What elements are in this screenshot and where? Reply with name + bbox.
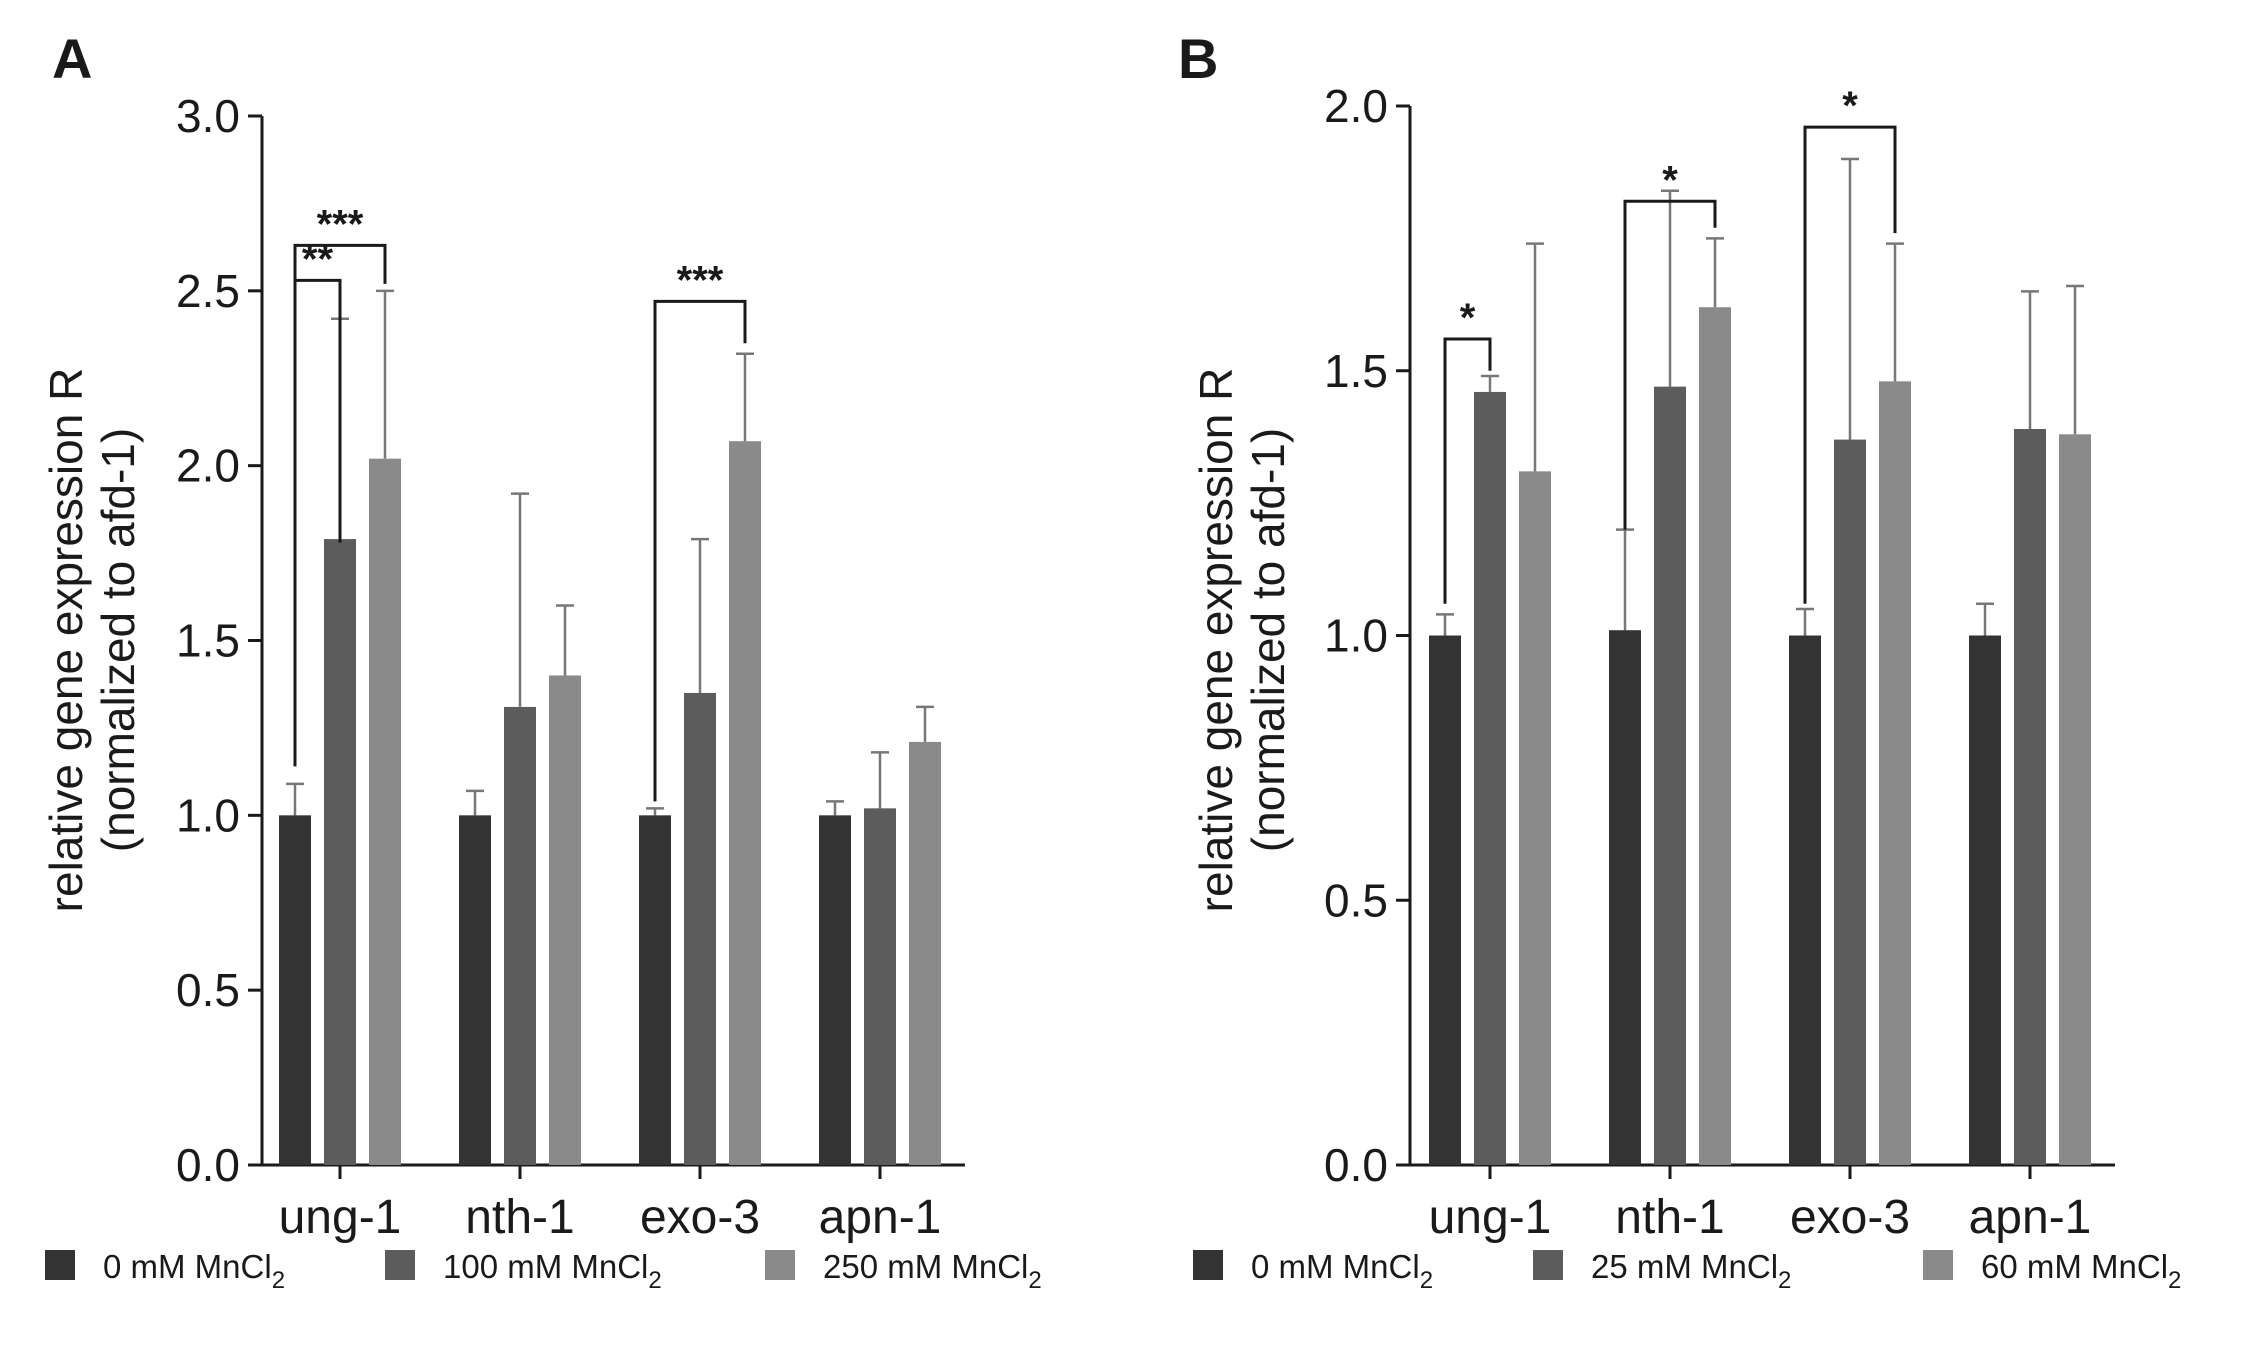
bar [1429,635,1461,1165]
bar [504,706,536,1165]
x-tick-label: nth-1 [1615,1191,1724,1244]
significance-stars: *** [317,202,364,246]
y-tick-label: 0.0 [176,1139,240,1191]
x-tick-label: exo-3 [1790,1191,1910,1244]
legend-label: 0 mM MnCl2 [1251,1248,1433,1294]
significance-stars: * [1842,84,1858,128]
legend-swatch [385,1250,415,1280]
legend-label-main: 250 mM MnCl [823,1248,1028,1285]
bar [2014,428,2046,1165]
legend-label: 25 mM MnCl2 [1591,1248,1791,1294]
legend-label: 100 mM MnCl2 [443,1248,662,1294]
y-axis-title-line2: (normalized to afd-1) [92,428,144,852]
y-tick-label: 1.5 [1324,345,1388,397]
legend-swatch [1533,1250,1563,1280]
chart-panel-b: 0.0 0.5 1.0 1.5 2.0 ung-1 nth-1 exo-3 apn-1 relat… [1190,80,2115,1244]
y-axis-title-line1: relative gene expression R [40,368,92,913]
y-axis-title-line2: (normalized to afd-1) [1242,428,1294,852]
legend-swatch [1923,1250,1953,1280]
bar [1969,635,2001,1165]
bar [864,808,896,1165]
legend-label-main: 60 mM MnCl [1981,1248,2168,1285]
bar [2059,434,2091,1165]
bar [1654,386,1686,1165]
bar [819,815,851,1165]
legend-label-main: 100 mM MnCl [443,1248,648,1285]
y-tick-label: 0.0 [1324,1139,1388,1191]
legend-label: 60 mM MnCl2 [1981,1248,2181,1294]
x-tick-label: ung-1 [279,1191,402,1244]
significance-stars: * [1460,296,1476,340]
legend-panel-a: 0 mM MnCl2 100 mM MnCl2 250 mM MnCl2 [45,1248,1042,1294]
y-tick-label: 3.0 [176,90,240,142]
bar [324,539,356,1165]
y-tick-label: 2.0 [176,440,240,492]
significance-bracket [653,299,747,802]
x-tick-label: apn-1 [1969,1191,2092,1244]
legend-label: 0 mM MnCl2 [103,1248,285,1294]
significance-bracket [1803,125,1897,604]
bar [549,675,581,1165]
significance-bracket [293,278,342,767]
y-axis-title-line1: relative gene expression R [1190,368,1242,913]
bar [1699,307,1731,1166]
y-tick-label: 1.0 [1324,610,1388,662]
bar [909,741,941,1165]
bar [639,815,671,1165]
bar [1789,635,1821,1165]
bar [369,458,401,1165]
legend-swatch [45,1250,75,1280]
panel-letter-a: A [52,27,92,90]
bar [684,692,716,1165]
legend-label-subscript: 2 [1028,1267,1041,1294]
bar [1609,630,1641,1165]
x-tick-label: nth-1 [465,1191,574,1244]
bar [1474,391,1506,1165]
significance-bracket [293,243,387,284]
legend-swatch [765,1250,795,1280]
legend-label-subscript: 2 [2168,1267,2181,1294]
legend-panel-b: 0 mM MnCl2 25 mM MnCl2 60 mM MnCl2 [1193,1248,2181,1294]
legend-label: 250 mM MnCl2 [823,1248,1042,1294]
y-tick-label: 0.5 [176,964,240,1016]
legend-label-subscript: 2 [1420,1267,1433,1294]
y-tick-label: 1.0 [176,789,240,841]
significance-stars: *** [677,258,724,302]
bar [1879,381,1911,1166]
x-tick-label: exo-3 [640,1191,760,1244]
y-tick-label: 2.5 [176,265,240,317]
y-tick-label: 1.5 [176,615,240,667]
significance-stars: * [1662,158,1678,202]
bar [279,815,311,1165]
bar [1519,471,1551,1166]
x-tick-label: apn-1 [819,1191,942,1244]
significance-bracket [1443,337,1492,604]
legend-label-subscript: 2 [272,1267,285,1294]
legend-label-main: 0 mM MnCl [103,1248,272,1285]
y-tick-label: 0.5 [1324,874,1388,926]
chart-panel-a: 0.0 0.5 1.0 1.5 2.0 2.5 3.0 ung-1 nth-1 exo-3 apn-… [40,90,965,1244]
legend-label-subscript: 2 [648,1267,661,1294]
panel-letter-b: B [1178,27,1218,90]
legend-label-main: 0 mM MnCl [1251,1248,1420,1285]
bar [729,441,761,1165]
legend-label-subscript: 2 [1778,1267,1791,1294]
x-tick-label: ung-1 [1429,1191,1552,1244]
significance-bracket [1623,199,1717,530]
bar [459,815,491,1165]
y-tick-label: 2.0 [1324,80,1388,132]
legend-label-main: 25 mM MnCl [1591,1248,1778,1285]
bar [1834,439,1866,1166]
legend-swatch [1193,1250,1223,1280]
